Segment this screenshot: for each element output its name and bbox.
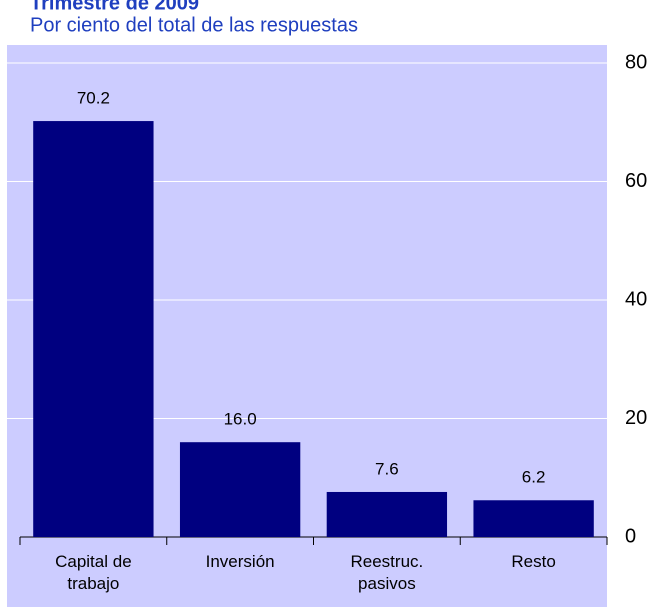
bar	[33, 121, 154, 537]
chart-subtitle: Por ciento del total de las respuestas	[30, 14, 358, 36]
value-label: 16.0	[224, 410, 257, 429]
y-tick-label: 20	[625, 407, 647, 429]
y-tick-label: 60	[625, 170, 647, 192]
x-tick-label: Capital de trabajo	[55, 552, 132, 593]
value-label: 70.2	[77, 89, 110, 108]
chart-title: Trimestre de 2009	[30, 0, 199, 14]
value-label: 6.2	[522, 468, 546, 487]
y-tick-label: 0	[625, 525, 636, 547]
bar	[326, 491, 448, 537]
y-tick-label: 80	[625, 51, 647, 73]
value-label: 7.6	[375, 459, 399, 478]
x-tick-label: Inversión	[205, 552, 275, 571]
bar	[179, 442, 301, 537]
x-tick-label: Reestruc. pasivos	[350, 552, 424, 593]
x-tick-label: Resto	[511, 552, 556, 571]
y-tick-label: 40	[625, 288, 647, 310]
bar	[473, 500, 594, 537]
